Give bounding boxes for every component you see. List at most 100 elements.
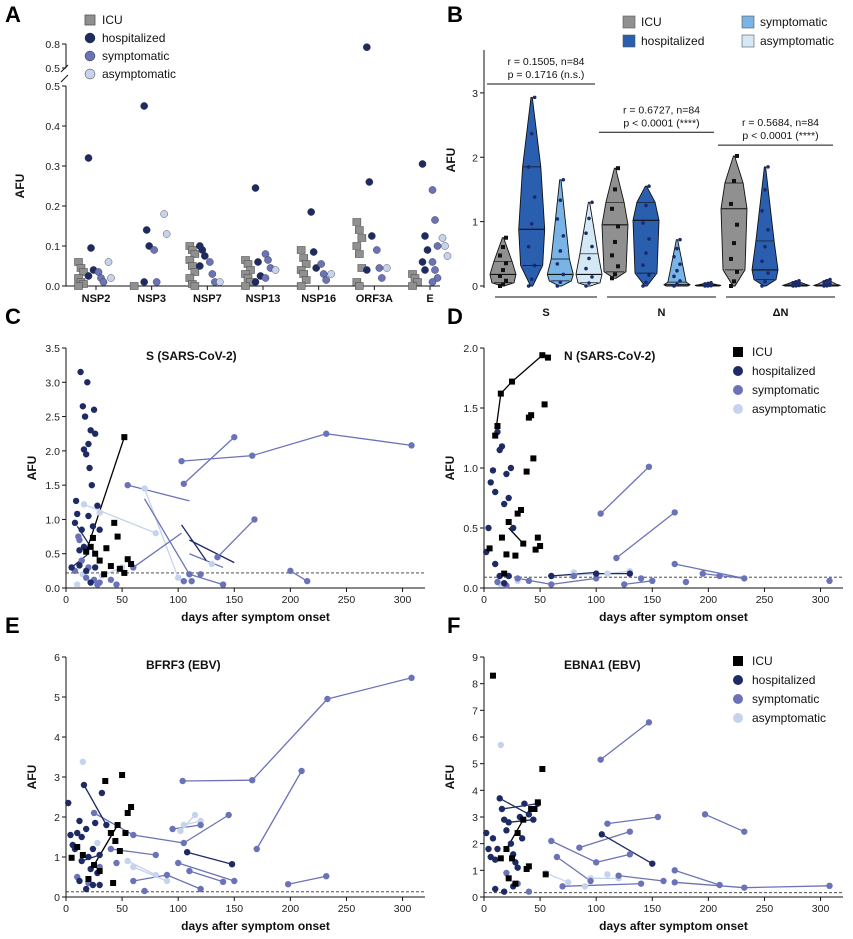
point-C-hospitalized — [89, 523, 97, 530]
point-a-icu — [241, 282, 250, 290]
point-C-icu — [87, 543, 94, 550]
point-E-symptomatic — [324, 695, 331, 703]
point-F-hospitalized — [530, 816, 537, 823]
trajectory-symptomatic — [600, 466, 650, 515]
point-D-symptomatic — [592, 575, 600, 582]
group-label-b: N — [658, 307, 666, 319]
trajectory-hospitalized — [189, 539, 235, 564]
point-E-symptomatic — [141, 887, 148, 895]
point-C-hospitalized — [96, 526, 103, 533]
violin-point-b — [763, 244, 767, 249]
tick-label-C-y: 1.5 — [45, 480, 60, 492]
violin-point-b — [584, 231, 588, 235]
tick-label-D-x: 0 — [481, 594, 487, 606]
point-F-symptomatic — [553, 853, 561, 861]
point-C-icu — [116, 565, 123, 572]
violin-point-b — [587, 281, 591, 285]
violin-point-b — [675, 268, 679, 273]
point-F-hospitalized — [507, 840, 515, 847]
point-C-icu — [114, 533, 121, 540]
point-D-icu — [544, 354, 551, 361]
point-F-hospitalized — [505, 819, 512, 826]
point-E-symptomatic — [197, 885, 204, 893]
point-E-symptomatic — [113, 859, 120, 867]
tick-label-D-x: 250 — [756, 594, 774, 606]
violin-point-b — [797, 279, 801, 283]
point-D-symptomatic — [637, 575, 645, 582]
point-F-icu — [503, 846, 510, 852]
point-C-asymptomatic — [80, 501, 88, 508]
violin-point-b — [729, 256, 733, 261]
violin-b-symptomatic — [663, 239, 691, 287]
tick-label-F-y: 3 — [472, 812, 478, 824]
point-C-hospitalized — [86, 464, 93, 472]
point-C-symptomatic — [178, 457, 185, 465]
point-a-hospitalized — [418, 258, 427, 266]
point-C-hospitalized — [87, 579, 94, 586]
violin-point-b — [678, 237, 682, 242]
legend-label-D-symptomatic: symptomatic — [752, 383, 819, 397]
legend-label-D-icu: ICU — [752, 345, 773, 359]
point-a-icu — [408, 282, 417, 290]
tick-label-E-x: 300 — [394, 903, 412, 915]
point-F-icu — [489, 672, 496, 679]
point-E-symptomatic — [408, 674, 415, 681]
group-label-b: S — [542, 307, 549, 319]
point-a-icu — [129, 282, 139, 290]
point-D-hospitalized — [498, 443, 506, 450]
legend-label-icu: ICU — [102, 13, 123, 27]
point-a-hospitalized — [421, 232, 429, 240]
stat-r-label: r = 0.6727, n=84 — [623, 104, 700, 116]
tick-label-D-y: 0.5 — [463, 523, 478, 535]
point-C-hospitalized — [72, 497, 80, 505]
point-C-hospitalized — [77, 368, 84, 376]
point-a-asymptomatic — [107, 274, 115, 282]
tick-label-E-y: 1 — [54, 852, 60, 864]
point-E-icu — [112, 838, 119, 844]
point-C-symptomatic — [96, 579, 103, 586]
point-F-icu — [505, 875, 512, 882]
point-E-symptomatic — [107, 845, 115, 853]
point-a-icu — [357, 234, 367, 242]
tick-label-F-x: 150 — [644, 903, 662, 915]
trajectory-symptomatic — [562, 883, 642, 887]
point-F-symptomatic — [701, 811, 709, 818]
point-a-hospitalized — [84, 272, 93, 280]
tick-label-E-x: 150 — [226, 903, 244, 915]
tick-label-F-x: 50 — [534, 903, 546, 915]
violin-point-b — [732, 279, 736, 284]
point-C-hospitalized — [71, 519, 79, 527]
violin-point-b — [791, 280, 795, 285]
point-F-symptomatic — [597, 756, 604, 763]
point-C-symptomatic — [82, 574, 90, 581]
point-E-icu — [124, 810, 131, 816]
point-a-icu — [246, 266, 255, 274]
violin-point-b — [561, 272, 566, 277]
point-C-symptomatic — [107, 576, 115, 583]
point-a-hospitalized — [368, 232, 376, 240]
point-E-symptomatic — [90, 809, 98, 817]
point-C-hospitalized — [82, 451, 90, 458]
tick-label-E-y: 4 — [54, 732, 60, 744]
point-C-icu — [128, 561, 135, 567]
violin-point-b — [526, 165, 531, 169]
point-C-asymptomatic — [96, 509, 103, 516]
legend-label-symptomatic: symptomatic — [102, 49, 169, 63]
violin-point-b — [590, 244, 594, 249]
violin-point-b — [641, 284, 645, 288]
violin-point-b — [709, 280, 713, 285]
violin-point-b — [760, 284, 764, 288]
tick-label-a-y: 0.1 — [45, 241, 60, 253]
axis-a-break — [60, 74, 69, 83]
violin-point-b — [732, 178, 736, 183]
point-D-icu — [539, 352, 546, 359]
violin-point-b — [647, 237, 651, 241]
legend-label-F-icu: ICU — [752, 654, 773, 668]
point-D-symptomatic — [548, 581, 555, 588]
point-C-asymptomatic — [208, 560, 216, 568]
point-D-icu — [494, 423, 501, 429]
point-F-hospitalized — [598, 831, 605, 838]
point-D-icu — [512, 552, 519, 559]
point-D-icu — [518, 507, 525, 513]
point-D-symptomatic — [682, 578, 690, 586]
